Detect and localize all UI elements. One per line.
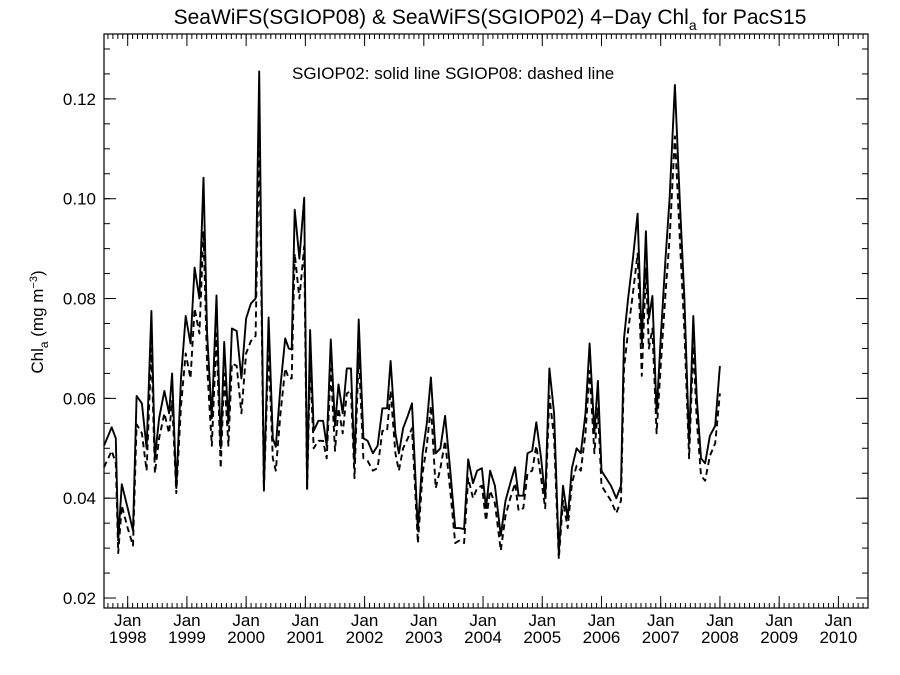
x-tick-year: 2009 [760, 628, 798, 647]
chart-title-prefix: SeaWiFS(SGIOP08) & SeaWiFS(SGIOP02) 4−Da… [174, 6, 689, 29]
x-tick-month: Jan [765, 611, 792, 630]
x-tick-month: Jan [292, 611, 319, 630]
x-tick-year: 2002 [346, 628, 384, 647]
x-tick-year: 1999 [168, 628, 206, 647]
y-label-suffix: ) [28, 270, 47, 276]
x-tick-month: Jan [410, 611, 437, 630]
x-tick-month: Jan [351, 611, 378, 630]
series-annotation: SGIOP02: solid line SGIOP08: dashed line [292, 64, 614, 83]
x-tick-year: 2010 [819, 628, 857, 647]
plot-frame [103, 33, 869, 609]
y-label-middle: (mg m [28, 289, 47, 342]
chart-title-subscript: a [689, 17, 697, 33]
x-tick-year: 2006 [583, 628, 621, 647]
x-tick-month: Jan [173, 611, 200, 630]
y-tick-label: 0.08 [63, 290, 96, 309]
y-label-prefix: Chl [28, 348, 47, 374]
y-tick-label: 0.06 [63, 389, 96, 408]
y-tick-label: 0.10 [63, 190, 96, 209]
series-line-sgiop08 [103, 127, 721, 561]
x-tick-year: 2000 [227, 628, 265, 647]
x-tick-month: Jan [588, 611, 615, 630]
x-tick-year: 2008 [701, 628, 739, 647]
y-tick-label: 0.04 [63, 489, 96, 508]
chart-title: SeaWiFS(SGIOP08) & SeaWiFS(SGIOP02) 4−Da… [174, 6, 807, 33]
chart-title-suffix: for PacS15 [697, 6, 807, 29]
y-tick-label: 0.02 [63, 589, 96, 608]
x-tick-month: Jan [706, 611, 733, 630]
x-tick-month: Jan [469, 611, 496, 630]
tick-layer: 0.020.040.060.080.100.12Jan1998Jan1999Ja… [63, 34, 869, 647]
x-tick-month: Jan [232, 611, 259, 630]
y-label-superscript: −3 [28, 276, 40, 289]
x-tick-year: 1998 [109, 628, 147, 647]
x-tick-month: Jan [529, 611, 556, 630]
x-tick-year: 2005 [523, 628, 561, 647]
y-label-subscript: a [37, 341, 51, 348]
y-tick-label: 0.12 [63, 90, 96, 109]
series-layer [103, 70, 721, 561]
series-line-sgiop02 [103, 70, 721, 555]
x-tick-year: 2004 [464, 628, 502, 647]
x-tick-year: 2003 [405, 628, 443, 647]
x-tick-year: 2001 [286, 628, 324, 647]
x-tick-month: Jan [647, 611, 674, 630]
x-tick-year: 2007 [642, 628, 680, 647]
y-axis-label: Chla (mg m−3) [28, 270, 51, 373]
x-tick-month: Jan [825, 611, 852, 630]
x-tick-month: Jan [114, 611, 141, 630]
